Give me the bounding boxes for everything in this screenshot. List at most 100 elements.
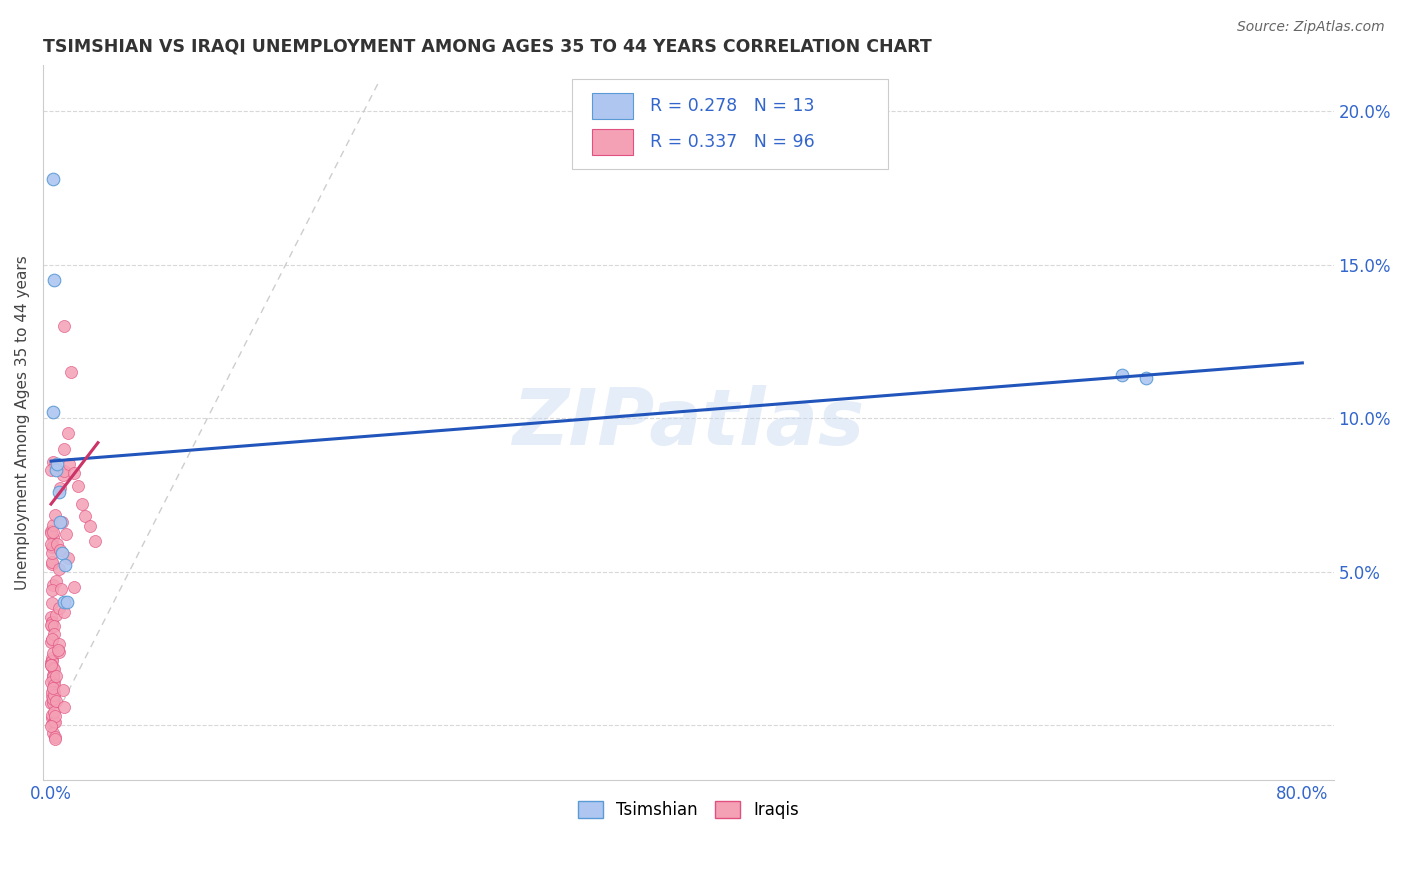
Point xyxy=(42,696,65,710)
Point xyxy=(55,595,77,609)
Point xyxy=(41,557,63,571)
Point xyxy=(42,714,65,729)
Point xyxy=(49,481,72,495)
Point xyxy=(44,677,66,691)
Text: ZIPatlas: ZIPatlas xyxy=(512,384,865,461)
Point xyxy=(41,619,63,633)
Point xyxy=(44,508,66,523)
Point xyxy=(52,464,75,478)
Point xyxy=(41,583,63,598)
Point xyxy=(53,442,76,456)
Point xyxy=(42,681,65,696)
Point xyxy=(41,530,63,544)
Point xyxy=(45,607,67,622)
FancyBboxPatch shape xyxy=(592,93,633,119)
Point xyxy=(39,526,62,541)
Point xyxy=(41,696,63,710)
Legend: Tsimshian, Iraqis: Tsimshian, Iraqis xyxy=(571,794,806,826)
Point xyxy=(53,558,76,573)
Point xyxy=(41,632,63,647)
FancyBboxPatch shape xyxy=(592,128,633,154)
Point xyxy=(53,319,76,334)
Point xyxy=(42,673,65,688)
Point xyxy=(41,657,63,672)
Point xyxy=(41,670,63,684)
FancyBboxPatch shape xyxy=(572,79,889,169)
Point xyxy=(46,643,69,657)
Point xyxy=(41,171,63,186)
Point xyxy=(41,540,63,554)
Point xyxy=(45,669,67,683)
Point xyxy=(41,546,63,560)
Y-axis label: Unemployment Among Ages 35 to 44 years: Unemployment Among Ages 35 to 44 years xyxy=(15,255,30,591)
Point xyxy=(59,365,82,379)
Point xyxy=(41,634,63,648)
Point xyxy=(79,518,101,533)
Point xyxy=(42,539,65,553)
Point xyxy=(63,467,86,481)
Point xyxy=(46,457,69,471)
Point xyxy=(39,610,62,624)
Point xyxy=(41,597,63,611)
Point xyxy=(58,457,80,471)
Point xyxy=(42,668,65,682)
Point xyxy=(45,694,67,708)
Point xyxy=(41,707,63,722)
Point xyxy=(41,525,63,540)
Point xyxy=(52,683,75,698)
Text: Source: ZipAtlas.com: Source: ZipAtlas.com xyxy=(1237,20,1385,34)
Point xyxy=(55,527,77,541)
Point xyxy=(41,524,63,539)
Point xyxy=(83,533,105,548)
Point xyxy=(49,516,72,530)
Point xyxy=(42,455,65,469)
Point xyxy=(42,673,65,687)
Point xyxy=(45,574,67,588)
Point xyxy=(52,468,75,483)
Point xyxy=(45,537,67,551)
Point xyxy=(49,542,72,557)
Point xyxy=(41,689,63,703)
Point xyxy=(42,681,65,696)
Point xyxy=(41,654,63,668)
Text: R = 0.278   N = 13: R = 0.278 N = 13 xyxy=(650,97,814,115)
Point xyxy=(41,655,63,669)
Point xyxy=(42,705,65,719)
Point xyxy=(52,595,75,609)
Point xyxy=(44,273,66,287)
Point xyxy=(53,700,76,714)
Text: TSIMSHIAN VS IRAQI UNEMPLOYMENT AMONG AGES 35 TO 44 YEARS CORRELATION CHART: TSIMSHIAN VS IRAQI UNEMPLOYMENT AMONG AG… xyxy=(44,37,932,55)
Point xyxy=(42,627,65,641)
Point xyxy=(42,685,65,699)
Point xyxy=(41,616,63,631)
Point xyxy=(41,685,63,699)
Point xyxy=(42,692,65,706)
Point xyxy=(41,615,63,629)
Point xyxy=(62,580,84,594)
Point xyxy=(52,605,75,619)
Point xyxy=(48,562,70,576)
Point xyxy=(41,650,63,665)
Point xyxy=(58,426,80,441)
Point xyxy=(66,478,89,492)
Point xyxy=(42,663,65,677)
Point xyxy=(44,715,66,730)
Point xyxy=(42,518,65,533)
Point xyxy=(44,458,66,472)
Point xyxy=(41,675,63,690)
Point xyxy=(1111,368,1133,383)
Point xyxy=(42,726,65,740)
Point xyxy=(51,515,73,529)
Point xyxy=(44,732,66,747)
Point xyxy=(41,555,63,569)
Point xyxy=(42,646,65,660)
Point xyxy=(51,582,73,596)
Point xyxy=(41,632,63,647)
Point xyxy=(48,601,70,615)
Point xyxy=(42,619,65,633)
Point xyxy=(44,708,66,723)
Point xyxy=(41,716,63,731)
Point xyxy=(39,658,62,673)
Point xyxy=(42,688,65,702)
Point xyxy=(41,719,63,733)
